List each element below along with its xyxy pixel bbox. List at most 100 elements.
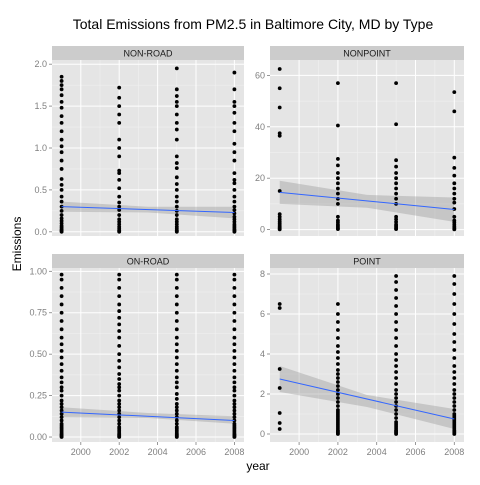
data-point	[452, 408, 456, 412]
data-point	[175, 175, 179, 179]
data-point	[175, 385, 179, 389]
data-point	[394, 336, 398, 340]
y-axis-label: Emissions	[10, 217, 24, 272]
data-point	[60, 150, 64, 154]
data-point	[452, 312, 456, 316]
data-point	[394, 312, 398, 316]
data-point	[452, 187, 456, 191]
data-point	[233, 356, 237, 360]
data-point	[233, 394, 237, 398]
data-point	[117, 96, 121, 100]
data-point	[394, 192, 398, 196]
data-point	[394, 274, 398, 278]
data-point	[117, 352, 121, 356]
strip-label-nonpoint: NONPOINT	[343, 49, 391, 59]
x-tick-label: 2000	[71, 447, 91, 457]
data-point	[175, 100, 179, 104]
data-point	[394, 165, 398, 169]
data-point	[394, 408, 398, 412]
data-point	[175, 422, 179, 426]
y-tick-label: 1.5	[34, 101, 47, 111]
data-point	[452, 382, 456, 386]
data-point	[60, 380, 64, 384]
data-point	[175, 205, 179, 209]
data-point	[175, 66, 179, 70]
data-point	[233, 195, 237, 199]
data-point	[60, 278, 64, 282]
data-point	[60, 311, 64, 315]
data-point	[117, 104, 121, 108]
data-point	[452, 348, 456, 352]
data-point	[117, 366, 121, 370]
data-point	[60, 385, 64, 389]
data-point	[233, 142, 237, 146]
data-point	[117, 195, 121, 199]
data-point	[175, 294, 179, 298]
data-point	[336, 312, 340, 316]
data-point	[394, 176, 398, 180]
data-point	[60, 419, 64, 423]
data-point	[175, 166, 179, 170]
strip-label-point: POINT	[353, 257, 381, 267]
data-point	[60, 342, 64, 346]
data-point	[117, 409, 121, 413]
data-point	[394, 280, 398, 284]
data-point	[175, 286, 179, 290]
data-point	[233, 349, 237, 353]
data-point	[175, 188, 179, 192]
data-point	[175, 217, 179, 221]
data-point	[233, 389, 237, 393]
data-point	[336, 197, 340, 201]
data-point	[233, 87, 237, 91]
data-point	[394, 320, 398, 324]
data-point	[175, 342, 179, 346]
data-point	[233, 278, 237, 282]
data-point	[233, 159, 237, 163]
data-point	[278, 367, 282, 371]
data-point	[117, 385, 121, 389]
data-point	[336, 376, 340, 380]
data-point	[278, 306, 282, 310]
data-point	[233, 286, 237, 290]
data-point	[60, 273, 64, 277]
panel-non-road: NON-ROAD0.00.51.01.52.0	[34, 46, 244, 237]
data-point	[117, 169, 121, 173]
data-point	[394, 181, 398, 185]
data-point	[394, 370, 398, 374]
data-point	[60, 349, 64, 353]
data-point	[233, 200, 237, 204]
x-tick-label: 2008	[224, 447, 244, 457]
data-point	[117, 113, 121, 117]
data-point	[117, 121, 121, 125]
y-tick-label: 0.25	[29, 391, 47, 401]
data-point	[60, 183, 64, 187]
x-axis-label: year	[246, 459, 269, 473]
data-point	[117, 422, 121, 426]
y-tick-label: 1.0	[34, 143, 47, 153]
data-point	[336, 181, 340, 185]
data-point	[117, 278, 121, 282]
data-point	[60, 217, 64, 221]
data-point	[394, 388, 398, 392]
data-point	[452, 174, 456, 178]
strip-label-on-road: ON-ROAD	[127, 257, 170, 267]
data-point	[60, 399, 64, 403]
data-point	[175, 425, 179, 429]
data-point	[175, 113, 179, 117]
data-point	[336, 384, 340, 388]
data-point	[117, 329, 121, 333]
data-point	[175, 419, 179, 423]
data-point	[117, 303, 121, 307]
data-point	[175, 278, 179, 282]
data-point	[394, 396, 398, 400]
data-point	[336, 202, 340, 206]
data-point	[233, 104, 237, 108]
data-point	[175, 200, 179, 204]
data-point	[117, 217, 121, 221]
data-point	[452, 197, 456, 201]
y-tick-label: 0.0	[34, 227, 47, 237]
data-point	[278, 386, 282, 390]
data-point	[175, 121, 179, 125]
data-point	[336, 320, 340, 324]
data-point	[117, 138, 121, 142]
